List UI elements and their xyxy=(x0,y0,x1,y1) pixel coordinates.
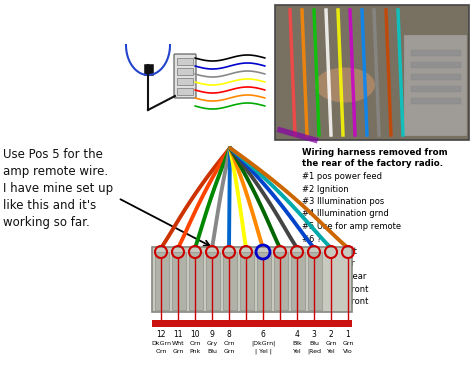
Text: 6: 6 xyxy=(261,330,265,339)
Text: 12: 12 xyxy=(156,330,166,339)
FancyBboxPatch shape xyxy=(145,65,154,75)
Text: amp remote wire.: amp remote wire. xyxy=(3,165,108,178)
Text: I have mine set up: I have mine set up xyxy=(3,182,113,195)
Text: Wiring harness removed from
the rear of the factory radio.: Wiring harness removed from the rear of … xyxy=(302,148,447,169)
Text: 2: 2 xyxy=(328,330,333,339)
Text: Pnk: Pnk xyxy=(190,349,201,354)
Bar xyxy=(177,68,193,75)
Bar xyxy=(177,78,193,85)
Bar xyxy=(189,252,203,310)
Bar xyxy=(177,88,193,95)
Text: #9 Left Rear: #9 Left Rear xyxy=(302,260,355,269)
Bar xyxy=(206,252,220,310)
Text: Grn: Grn xyxy=(342,341,354,346)
Text: #4 Illumination grnd: #4 Illumination grnd xyxy=(302,210,389,219)
Bar xyxy=(275,5,469,140)
Text: #11 Right Front: #11 Right Front xyxy=(302,285,368,294)
Text: | Yel |: | Yel | xyxy=(255,349,272,355)
Text: 11: 11 xyxy=(173,330,183,339)
Text: |DkGrn|: |DkGrn| xyxy=(251,341,275,346)
Text: Yel: Yel xyxy=(292,349,301,354)
Text: Grn: Grn xyxy=(173,349,184,354)
Text: Orn: Orn xyxy=(223,341,235,346)
Bar xyxy=(240,252,254,310)
Text: Blu: Blu xyxy=(309,341,319,346)
Text: DkGrn: DkGrn xyxy=(151,341,171,346)
Bar xyxy=(177,58,193,65)
Bar xyxy=(411,74,461,80)
Bar xyxy=(257,252,271,310)
Text: #8 Left Front: #8 Left Front xyxy=(302,247,357,256)
Text: 4: 4 xyxy=(294,330,300,339)
Bar xyxy=(291,252,305,310)
Text: Use Pos 5 for the: Use Pos 5 for the xyxy=(3,148,103,161)
Text: Orn: Orn xyxy=(155,349,167,354)
Text: Gry: Gry xyxy=(206,341,218,346)
Text: Wht: Wht xyxy=(172,341,184,346)
Text: 8: 8 xyxy=(227,330,231,339)
Bar xyxy=(411,86,461,92)
Text: #2 Ignition: #2 Ignition xyxy=(302,185,348,194)
Text: #6 ?: #6 ? xyxy=(302,235,321,244)
Text: working so far.: working so far. xyxy=(3,216,90,229)
Text: 3: 3 xyxy=(311,330,317,339)
Text: Yel: Yel xyxy=(327,349,335,354)
Ellipse shape xyxy=(315,68,375,102)
Bar xyxy=(411,62,461,68)
Text: Grn: Grn xyxy=(223,349,235,354)
Text: Blu: Blu xyxy=(207,349,217,354)
Text: #3 Illumination pos: #3 Illumination pos xyxy=(302,197,384,206)
Bar xyxy=(308,252,322,310)
Text: Orn: Orn xyxy=(189,341,201,346)
Text: #10 Right Rear: #10 Right Rear xyxy=(302,272,366,281)
FancyBboxPatch shape xyxy=(174,54,196,98)
Text: 9: 9 xyxy=(210,330,214,339)
Bar xyxy=(411,50,461,56)
Text: #1 pos power feed: #1 pos power feed xyxy=(302,172,382,181)
Bar xyxy=(152,320,352,327)
Text: #5 Use for amp remote: #5 Use for amp remote xyxy=(302,222,401,231)
Text: Grn: Grn xyxy=(325,341,337,346)
Bar xyxy=(411,98,461,104)
Bar xyxy=(155,252,169,310)
Text: Vio: Vio xyxy=(343,349,353,354)
Bar xyxy=(172,252,186,310)
Text: |Red: |Red xyxy=(307,349,321,355)
Bar xyxy=(223,252,237,310)
Text: 10: 10 xyxy=(190,330,200,339)
Text: like this and it's: like this and it's xyxy=(3,199,96,212)
Bar xyxy=(274,252,288,310)
Bar xyxy=(152,247,352,312)
Bar xyxy=(404,35,466,135)
Text: 1: 1 xyxy=(346,330,350,339)
Text: #12 Right Front: #12 Right Front xyxy=(302,297,368,306)
Text: Blk: Blk xyxy=(292,341,302,346)
